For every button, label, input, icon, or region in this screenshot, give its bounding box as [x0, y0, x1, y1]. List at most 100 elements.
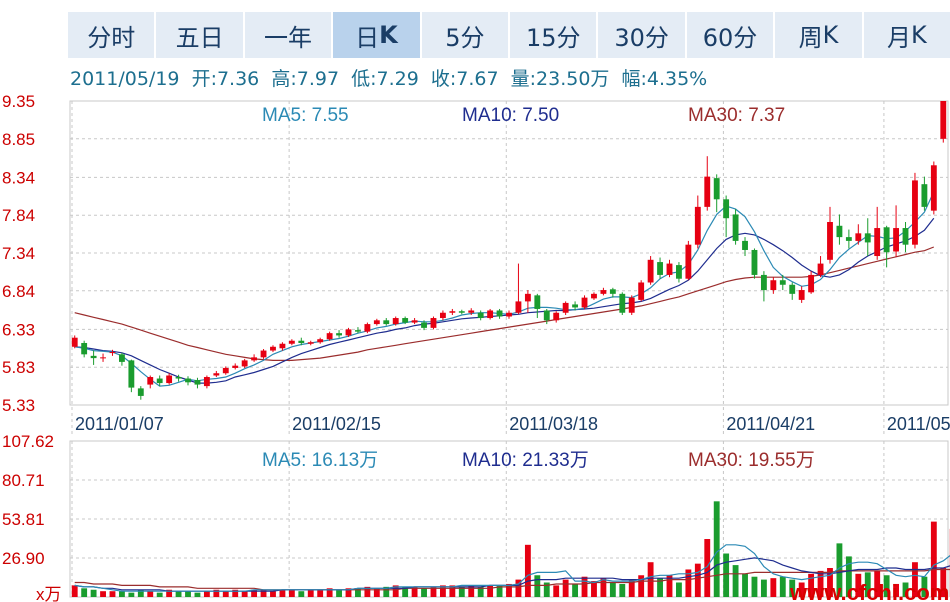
candle-body: [345, 329, 352, 336]
candle-body: [779, 280, 786, 285]
tab-7[interactable]: 60分: [686, 12, 774, 58]
tab-1[interactable]: 五日: [156, 12, 243, 58]
candle-body: [827, 221, 833, 260]
volume-bar: [232, 589, 239, 597]
volume-bar: [222, 591, 229, 597]
candle-body: [534, 295, 541, 309]
volume-bar: [713, 501, 720, 597]
candle-body: [808, 274, 815, 293]
ma30-label: MA30: 7.37: [688, 105, 785, 126]
volume-bar: [166, 589, 173, 597]
volume-bar: [609, 582, 616, 597]
volume-bar: [194, 592, 201, 597]
volume-bar: [902, 582, 909, 597]
tab-4[interactable]: 5分: [421, 12, 509, 58]
candle-body: [487, 310, 494, 319]
volume-bar: [345, 588, 352, 597]
volume-bar: [515, 579, 522, 597]
candle-body: [506, 312, 512, 317]
ma30-line: [74, 246, 935, 361]
volume-bar: [845, 556, 852, 597]
volume-bar: [921, 576, 928, 597]
candle-body: [798, 290, 805, 300]
candle-body: [279, 343, 286, 349]
volume-bar: [326, 588, 333, 597]
volume-bar: [383, 586, 390, 597]
volume-bar: [704, 539, 711, 597]
info-change: 幅:4.35%: [621, 68, 708, 90]
candle-body: [572, 304, 579, 308]
candle-body: [930, 165, 937, 211]
volume-bar: [751, 576, 758, 597]
candle-body: [940, 101, 947, 139]
candle-body: [694, 206, 701, 245]
candle-body: [562, 302, 569, 313]
tab-0[interactable]: 分时: [68, 12, 155, 58]
candle-body: [402, 318, 409, 323]
candle-body: [893, 228, 900, 252]
volume-bar: [553, 585, 560, 597]
volume-bar: [543, 582, 550, 597]
candle-body: [355, 330, 361, 332]
volume-bar: [81, 588, 88, 597]
candle-body: [591, 293, 597, 299]
candle-body: [628, 297, 635, 313]
volume-bar: [685, 569, 692, 597]
watermark-text: www.cfchi.com: [789, 580, 949, 602]
volume-bar: [723, 553, 730, 597]
volume-bar: [874, 570, 881, 597]
price-tick-label: 8.85: [2, 130, 35, 149]
candle-body: [836, 225, 843, 238]
price-tick-label: 6.33: [2, 320, 35, 339]
volume-tick-label: 80.71: [2, 471, 45, 490]
volume-bar: [156, 592, 163, 597]
tab-label-bold: K: [379, 21, 398, 49]
volume-bar: [657, 578, 663, 597]
volume-bar: [628, 579, 635, 597]
volume-bar: [90, 589, 97, 597]
volume-bar: [760, 579, 767, 597]
volume-tick-label: 53.81: [2, 510, 45, 529]
tab-6[interactable]: 30分: [598, 12, 685, 58]
volume-bar: [137, 589, 144, 597]
candle-body: [732, 214, 739, 241]
candle-body: [817, 263, 824, 275]
volume-bar: [591, 581, 597, 597]
candle-body: [298, 340, 305, 343]
volume-bar: [298, 591, 305, 597]
volume-bar: [808, 573, 815, 597]
volume-bar: [468, 585, 475, 597]
date-tick-label: 2011/01/07: [75, 414, 164, 434]
volume-bar: [506, 583, 512, 597]
candle-body: [118, 354, 125, 362]
candle-body: [137, 388, 144, 396]
candle-body: [477, 312, 484, 319]
tab-5[interactable]: 15分: [510, 12, 597, 58]
candle-body: [855, 233, 862, 241]
volume-bar: [118, 591, 125, 597]
volume-bar: [203, 591, 210, 597]
volume-unit-label: x万: [36, 585, 62, 602]
volume-bar: [128, 592, 135, 597]
candle-body: [421, 322, 427, 328]
date-tick-label: 2011/04/21: [726, 414, 815, 434]
tab-2[interactable]: 一年: [244, 12, 332, 58]
volume-bar: [241, 591, 248, 597]
candle-body: [751, 249, 758, 275]
tab-label: 周: [798, 23, 823, 52]
vol-ma5-label: MA5: 16.13万: [262, 450, 378, 471]
vol-ma10-label: MA10: 21.33万: [462, 450, 589, 471]
volume-bar: [770, 578, 777, 597]
candle-body: [260, 350, 267, 358]
tab-label: 5分: [445, 23, 485, 52]
candle-body: [203, 377, 210, 387]
price-tick-label: 9.35: [2, 92, 35, 111]
candle-body: [90, 355, 97, 359]
volume-bar: [185, 591, 191, 597]
info-high: 高:7.97: [271, 68, 340, 90]
volume-bar: [336, 589, 342, 597]
